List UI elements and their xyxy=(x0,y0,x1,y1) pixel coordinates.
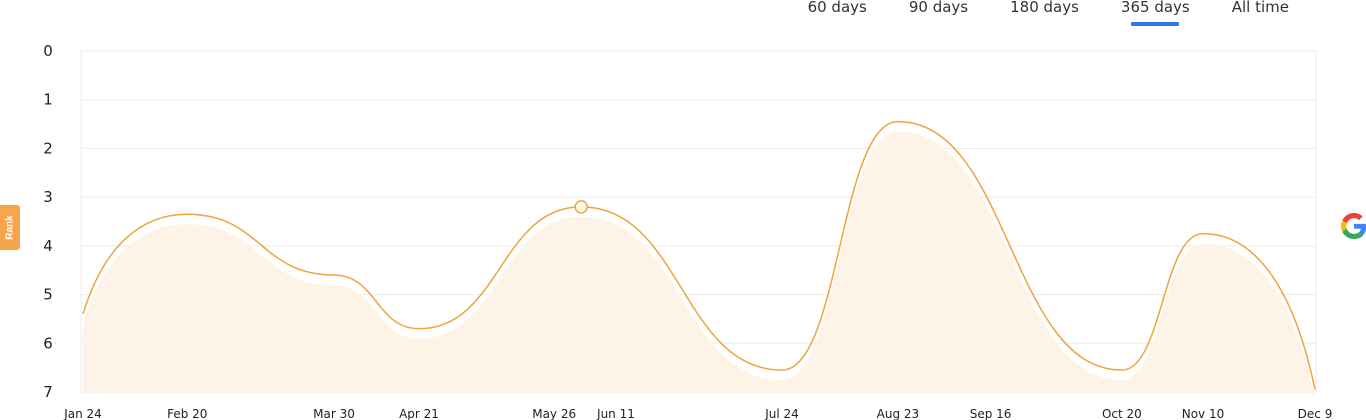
y-tick-label: 7 xyxy=(43,383,53,401)
google-icon xyxy=(1341,213,1366,239)
rank-badge-label: Rank xyxy=(4,215,16,240)
y-tick-label: 1 xyxy=(43,91,53,109)
x-tick-label: Oct 20 xyxy=(1102,407,1142,420)
x-tick-label: May 26 xyxy=(532,407,576,420)
x-tick-label: Sep 16 xyxy=(970,407,1012,420)
y-tick-label: 3 xyxy=(43,188,53,206)
x-tick-label: Jan 24 xyxy=(63,407,102,420)
x-tick-label: Jul 24 xyxy=(764,407,799,420)
tab-180-days[interactable]: 180 days xyxy=(1010,0,1079,16)
x-tick-label: Mar 30 xyxy=(313,407,355,420)
y-tick-label: 4 xyxy=(43,237,53,255)
y-tick-label: 6 xyxy=(43,334,53,352)
tab-60-days[interactable]: 60 days xyxy=(807,0,867,16)
x-tick-label: Apr 21 xyxy=(399,407,439,420)
series-area xyxy=(83,131,1315,400)
x-tick-label: Dec 9 xyxy=(1298,407,1333,420)
tab-90-days[interactable]: 90 days xyxy=(908,0,969,16)
y-tick-label: 2 xyxy=(43,139,53,157)
x-tick-label: Jun 11 xyxy=(596,407,635,420)
series-line xyxy=(82,120,1316,390)
highlight-point xyxy=(574,200,588,214)
rank-badge: Rank xyxy=(0,205,20,250)
tab-all-time[interactable]: All time xyxy=(1231,0,1289,16)
x-tick-label: Feb 20 xyxy=(167,407,207,420)
x-tick-label: Nov 10 xyxy=(1182,407,1225,420)
period-tabs: 60 days 90 days 180 days 365 days All ti… xyxy=(787,0,1310,28)
y-tick-label: 5 xyxy=(43,286,53,304)
tab-365-days[interactable]: 365 days xyxy=(1100,0,1211,26)
y-tick-label: 0 xyxy=(43,42,53,60)
x-tick-label: Aug 23 xyxy=(877,407,920,420)
